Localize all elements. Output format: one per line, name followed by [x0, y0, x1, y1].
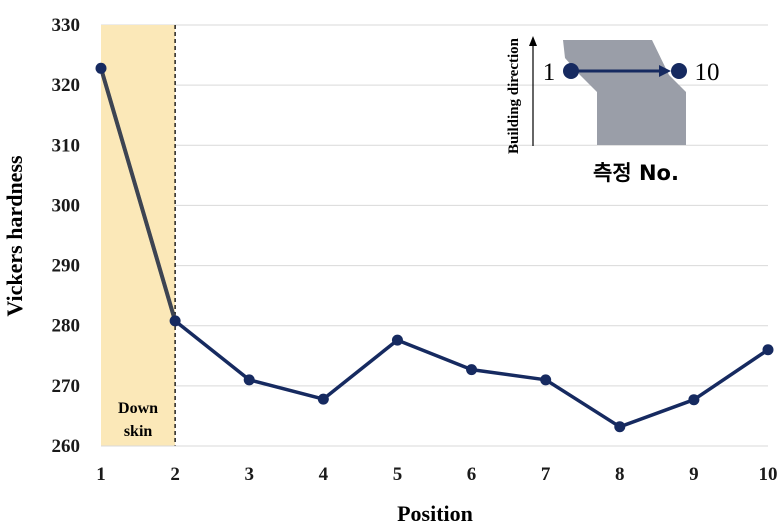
data-point [614, 421, 626, 433]
data-point [688, 394, 700, 406]
y-tick-label: 270 [52, 376, 81, 397]
measurement-end-point [671, 63, 687, 79]
y-tick-label: 290 [52, 256, 81, 277]
data-point [466, 364, 478, 376]
series-line [99, 67, 769, 429]
building-direction-arrowhead [529, 36, 537, 46]
y-tick-label: 330 [52, 15, 81, 36]
x-tick-label: 6 [467, 464, 477, 485]
y-tick-label: 300 [52, 195, 81, 216]
building-direction-label: Building direction [506, 37, 522, 154]
x-tick-label: 7 [541, 464, 551, 485]
inset-diagram: Building direction 1 10 측정 No. [506, 36, 720, 185]
y-tick-label: 320 [52, 75, 81, 96]
data-point [391, 334, 403, 346]
x-tick-label: 10 [759, 464, 778, 485]
x-axis-title: Position [397, 501, 473, 526]
x-tick-label: 9 [689, 464, 699, 485]
data-point [762, 344, 774, 356]
inset-part-shape [563, 40, 686, 145]
data-point [95, 62, 107, 74]
x-tick-labels: 1 2 3 4 5 6 7 8 9 10 [96, 464, 777, 485]
x-tick-label: 5 [393, 464, 403, 485]
y-tick-labels: 260 270 280 290 300 310 320 330 [52, 15, 81, 457]
data-point [243, 374, 255, 386]
series-segment-down-skin [99, 67, 178, 322]
data-point [540, 374, 552, 386]
x-tick-label: 2 [170, 464, 180, 485]
grid-lines [101, 24, 768, 387]
x-tick-label: 4 [319, 464, 329, 485]
down-skin-label-line1: Down [118, 400, 158, 417]
inset-caption: 측정 No. [593, 161, 679, 185]
y-tick-label: 260 [52, 436, 81, 457]
y-tick-label: 310 [52, 135, 81, 156]
x-tick-label: 1 [96, 464, 106, 485]
measurement-arrowhead [659, 65, 671, 77]
x-tick-label: 3 [244, 464, 254, 485]
data-point [169, 315, 181, 327]
data-markers [95, 62, 774, 433]
down-skin-region [101, 25, 176, 446]
measurement-start-point [563, 63, 579, 79]
y-tick-label: 280 [52, 316, 81, 337]
y-axis-title: Vickers hardness [2, 155, 27, 317]
data-point [317, 393, 329, 405]
x-tick-label: 8 [615, 464, 625, 485]
down-skin-label-line2: skin [124, 423, 153, 440]
measurement-start-label: 1 [543, 59, 556, 86]
measurement-end-label: 10 [695, 59, 720, 86]
